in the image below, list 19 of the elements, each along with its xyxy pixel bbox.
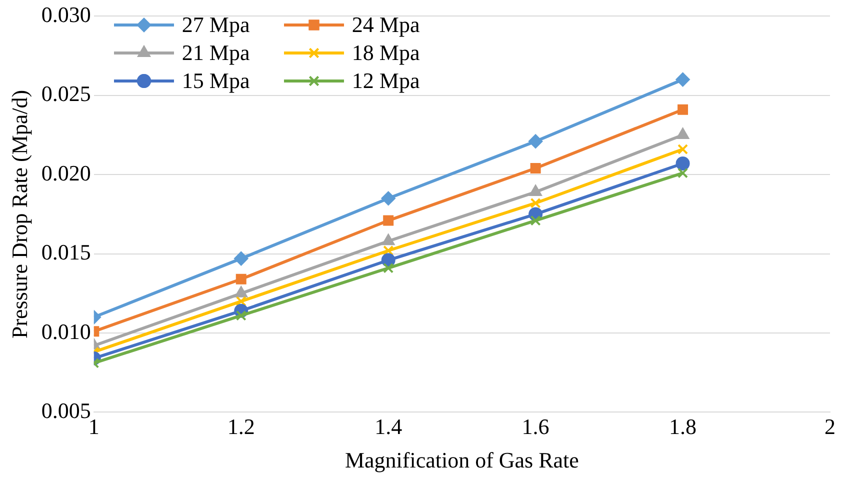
x-tick-label: 1.4 [374,414,402,440]
x-tick-label: 1.6 [522,414,550,440]
x-tick-label: 1.2 [227,414,255,440]
x-tick-label: 2 [824,414,836,440]
y-tick-label: 0.010 [41,318,91,344]
x-tick-label: 1.8 [669,414,697,440]
y-tick-label: 0.020 [41,160,91,186]
y-axis-title: Pressure Drop Rate (Mpa/d) [6,90,32,339]
legend-label: 21 Mpa [182,40,250,66]
legend-label: 18 Mpa [352,40,420,66]
y-tick-label: 0.030 [41,2,91,27]
legend-label: 24 Mpa [352,12,420,38]
y-tick-label: 0.025 [41,81,91,106]
x-axis-title: Magnification of Gas Rate [344,448,579,473]
legend-label: 15 Mpa [182,68,250,94]
y-tick-label: 0.015 [41,240,91,265]
legend-label: 12 Mpa [352,68,420,94]
legend-label: 27 Mpa [182,12,250,38]
y-tick-label: 0.005 [41,398,91,423]
